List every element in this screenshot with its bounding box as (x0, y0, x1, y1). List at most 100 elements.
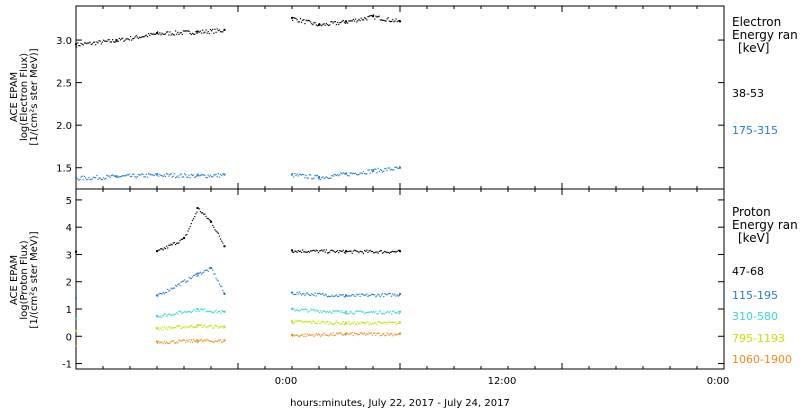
proton-point (311, 334, 313, 336)
proton-point (187, 280, 189, 282)
proton-point (213, 311, 215, 313)
electron-point (364, 173, 366, 175)
electron-point (313, 177, 315, 179)
proton-point (181, 238, 183, 240)
proton-point (196, 308, 199, 310)
proton-point (196, 211, 198, 213)
electron-point (199, 174, 201, 177)
proton-y-tick-label: 2 (66, 278, 72, 289)
proton-point (394, 251, 396, 253)
proton-point (322, 334, 324, 336)
proton-point (374, 252, 376, 254)
electron-point (159, 173, 161, 175)
proton-point (370, 250, 372, 253)
electron-point (370, 169, 372, 171)
proton-point (313, 249, 315, 251)
proton-point (314, 334, 316, 336)
electron-point (92, 176, 95, 178)
electron-point (95, 44, 97, 46)
proton-series-1 (75, 266, 401, 300)
proton-point (313, 294, 315, 297)
proton-point (343, 312, 345, 314)
electron-point (346, 172, 348, 174)
electron-point (96, 41, 98, 43)
electron-point (307, 19, 309, 21)
electron-point (113, 41, 115, 43)
electron-point (142, 173, 144, 176)
proton-point (359, 323, 361, 325)
electron-point (292, 173, 294, 175)
proton-point (395, 312, 397, 314)
electron-legend-subtitle: Energy ran (732, 28, 798, 42)
proton-point (364, 294, 366, 296)
proton-point (159, 249, 161, 251)
proton-point (162, 329, 164, 331)
proton-point (171, 340, 173, 342)
proton-ylabel-3: [1/(cm²s ster MeV)] (29, 231, 40, 328)
proton-point (373, 310, 375, 313)
proton-point (180, 327, 182, 330)
electron-point (95, 177, 97, 179)
proton-point (347, 333, 349, 335)
proton-point (209, 325, 212, 327)
proton-point (302, 249, 304, 251)
electron-point (149, 34, 151, 36)
proton-point (173, 342, 176, 344)
proton-point (349, 311, 351, 313)
proton-point (202, 212, 204, 214)
electron-point (383, 19, 385, 21)
proton-point (387, 311, 389, 313)
electron-point (347, 174, 349, 177)
electron-point (140, 36, 142, 39)
proton-point (352, 313, 354, 315)
electron-point (204, 31, 206, 33)
electron-point (377, 16, 379, 18)
electron-point (387, 167, 389, 169)
proton-point (196, 324, 199, 327)
electron-point (190, 173, 192, 176)
proton-point (214, 273, 216, 275)
electron-point (185, 174, 187, 176)
proton-point (359, 250, 361, 252)
electron-point (342, 172, 344, 174)
electron-point (187, 176, 189, 178)
electron-point (90, 43, 92, 46)
proton-point (319, 292, 321, 294)
proton-point (316, 292, 318, 294)
proton-point (357, 294, 359, 296)
proton-point (391, 295, 393, 297)
proton-point (298, 310, 300, 312)
electron-point (115, 175, 117, 178)
proton-point (367, 333, 369, 336)
electron-point (188, 174, 190, 176)
electron-point (320, 178, 322, 181)
electron-point (397, 167, 399, 170)
proton-point (333, 323, 335, 325)
proton-point (181, 312, 183, 314)
proton-point (191, 341, 194, 343)
proton-point (297, 293, 299, 295)
proton-point (373, 332, 375, 334)
proton-point (162, 343, 164, 345)
proton-point (355, 323, 357, 325)
electron-point (119, 39, 122, 41)
proton-point (321, 334, 323, 336)
electron-point (347, 22, 349, 24)
proton-point (396, 322, 398, 324)
electron-point (316, 174, 318, 177)
proton-point (326, 310, 329, 312)
electron-point (317, 177, 320, 180)
proton-point (198, 208, 200, 210)
proton-point (191, 310, 194, 313)
electron-point (184, 173, 186, 175)
proton-point (341, 323, 343, 325)
proton-point (222, 289, 224, 292)
electron-point (333, 173, 335, 176)
electron-point (106, 40, 108, 42)
electron-point (316, 25, 318, 27)
electron-point (337, 173, 339, 176)
proton-point (383, 333, 385, 335)
proton-point (392, 310, 394, 312)
proton-point (386, 294, 388, 296)
